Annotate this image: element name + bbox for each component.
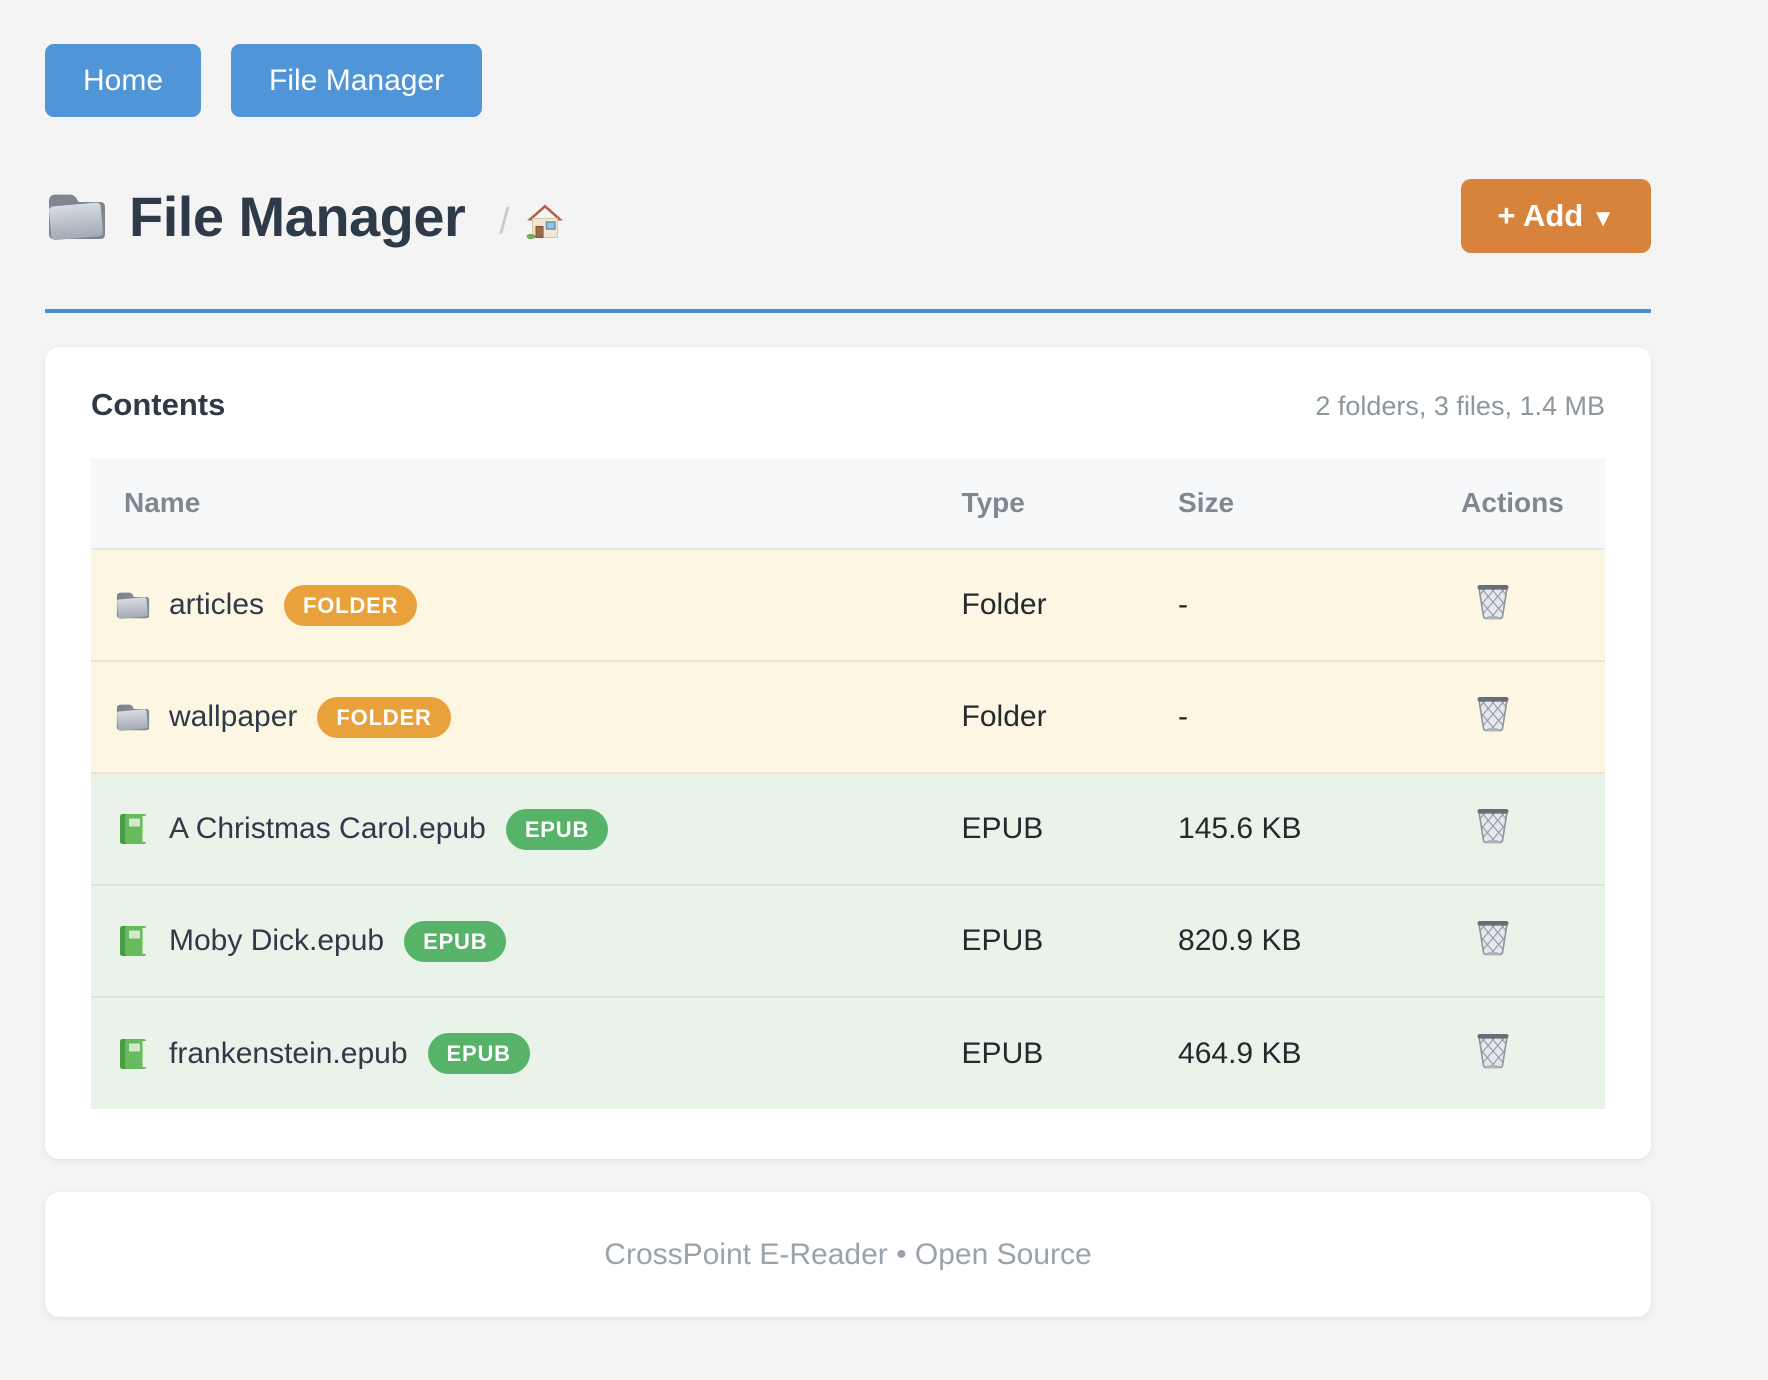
trash-icon xyxy=(1475,804,1511,846)
home-button[interactable]: Home xyxy=(45,44,202,117)
contents-summary: 2 folders, 3 files, 1.4 MB xyxy=(1315,391,1605,421)
trash-icon xyxy=(1475,1029,1511,1071)
type-cell: EPUB xyxy=(961,997,1179,1109)
table-row[interactable]: articles FOLDER Folder - xyxy=(91,549,1605,662)
column-header-actions: Actions xyxy=(1461,458,1605,550)
table-header-row: Name Type Size Actions xyxy=(91,458,1605,550)
file-name[interactable]: wallpaper xyxy=(169,700,298,733)
file-name[interactable]: articles xyxy=(169,588,265,621)
trash-icon xyxy=(1475,692,1511,734)
contents-card: Contents 2 folders, 3 files, 1.4 MB Name… xyxy=(45,347,1651,1159)
folder-badge: FOLDER xyxy=(284,584,418,626)
column-header-name: Name xyxy=(91,458,962,550)
file-name[interactable]: Moby Dick.epub xyxy=(169,924,385,957)
table-row[interactable]: frankenstein.epub EPUB EPUB 464.9 KB xyxy=(91,997,1605,1109)
column-header-size: Size xyxy=(1178,458,1462,550)
page-header: File Manager / + Add ▼ xyxy=(45,179,1651,253)
file-manager-button[interactable]: File Manager xyxy=(231,44,483,117)
epub-badge: EPUB xyxy=(404,920,507,962)
trash-icon xyxy=(1475,916,1511,958)
table-row[interactable]: A Christmas Carol.epub EPUB EPUB 145.6 K… xyxy=(91,773,1605,886)
book-icon xyxy=(120,926,146,956)
size-cell: - xyxy=(1178,661,1462,774)
epub-badge: EPUB xyxy=(427,1033,530,1074)
file-name[interactable]: frankenstein.epub xyxy=(169,1036,408,1070)
delete-button[interactable] xyxy=(1475,804,1511,846)
header-divider xyxy=(45,309,1651,313)
page-title: File Manager xyxy=(129,184,466,248)
type-cell: Folder xyxy=(961,661,1179,774)
folder-badge: FOLDER xyxy=(317,696,451,738)
epub-badge: EPUB xyxy=(505,808,609,850)
breadcrumb: / xyxy=(499,200,565,242)
delete-button[interactable] xyxy=(1475,580,1511,622)
type-cell: EPUB xyxy=(961,885,1179,998)
type-cell: EPUB xyxy=(961,773,1179,886)
size-cell: 145.6 KB xyxy=(1178,773,1462,886)
book-icon xyxy=(120,1038,146,1069)
size-cell: 820.9 KB xyxy=(1178,885,1462,998)
contents-title: Contents xyxy=(91,387,226,422)
file-name[interactable]: A Christmas Carol.epub xyxy=(169,812,486,845)
type-cell: Folder xyxy=(961,549,1179,662)
footer-card: CrossPoint E-Reader • Open Source xyxy=(45,1192,1651,1317)
size-cell: - xyxy=(1178,549,1462,662)
table-row[interactable]: wallpaper FOLDER Folder - xyxy=(91,661,1605,774)
footer-text: CrossPoint E-Reader • Open Source xyxy=(604,1237,1092,1271)
size-cell: 464.9 KB xyxy=(1178,997,1462,1109)
top-nav: Home File Manager xyxy=(45,0,1651,117)
delete-button[interactable] xyxy=(1475,916,1511,958)
folder-icon xyxy=(48,194,105,241)
home-icon[interactable] xyxy=(525,202,565,240)
delete-button[interactable] xyxy=(1475,692,1511,734)
column-header-type: Type xyxy=(961,458,1179,550)
folder-icon xyxy=(116,592,150,620)
breadcrumb-separator: / xyxy=(499,200,510,241)
page: Home File Manager File Manager / + Add ▼ … xyxy=(45,0,1651,1317)
delete-button[interactable] xyxy=(1475,1029,1511,1071)
folder-icon xyxy=(116,704,150,732)
file-table: Name Type Size Actions articles FOLDER F… xyxy=(91,458,1605,1109)
trash-icon xyxy=(1475,580,1511,622)
add-button[interactable]: + Add ▼ xyxy=(1461,179,1651,253)
table-row[interactable]: Moby Dick.epub EPUB EPUB 820.9 KB xyxy=(91,885,1605,998)
caret-down-icon: ▼ xyxy=(1591,205,1615,232)
book-icon xyxy=(120,814,146,844)
